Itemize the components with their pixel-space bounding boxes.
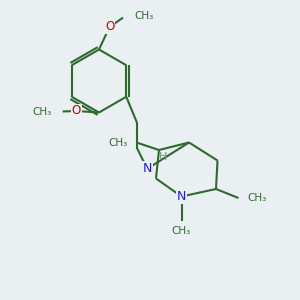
Text: O: O [72, 104, 81, 118]
Text: H: H [159, 152, 167, 162]
Text: CH₃: CH₃ [247, 193, 266, 203]
Text: N: N [177, 190, 186, 203]
Text: N: N [142, 162, 152, 175]
Text: CH₃: CH₃ [172, 226, 191, 236]
Text: CH₃: CH₃ [109, 137, 128, 148]
Text: CH₃: CH₃ [134, 11, 154, 21]
Text: CH₃: CH₃ [32, 106, 52, 117]
Text: O: O [105, 20, 114, 34]
